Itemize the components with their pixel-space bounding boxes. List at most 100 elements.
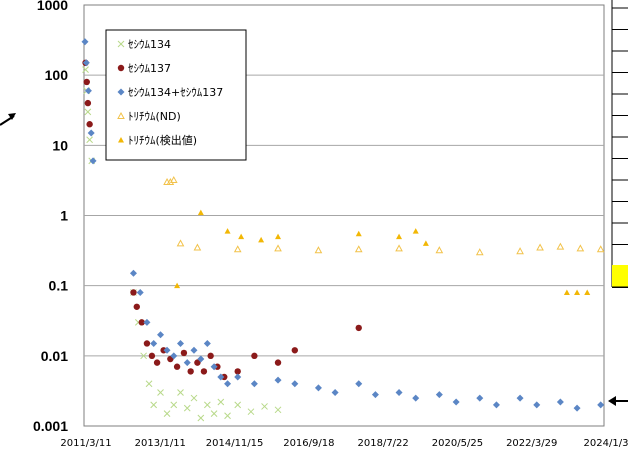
point-x [82,66,89,73]
point-circle [130,289,137,296]
y-tick-label: 0.1 [49,278,69,294]
data-points [81,38,605,422]
x-axis-tick-labels: 2011/3/11 2013/1/11 2014/11/15 2016/9/18 201… [60,438,628,449]
legend-label: ﾄﾘﾁｳﾑ(検出値) [128,133,197,147]
highlighted-row [612,265,628,287]
y-tick-label: 1000 [37,0,68,13]
point-triangle [174,282,181,289]
point-x [84,108,92,116]
point-x [261,403,268,410]
point-diamond [177,339,185,347]
point-circle [274,359,282,366]
legend-label: ﾄﾘﾁｳﾑ(ND) [128,110,181,123]
point-triangle-open [354,245,363,253]
point-triangle-open [475,248,484,256]
point-triangle-open [176,239,185,247]
point-triangle-open [169,176,178,184]
point-circle [234,368,241,375]
point-diamond [395,389,403,397]
point-triangle-open [556,242,565,250]
point-x [224,412,231,420]
point-diamond [157,331,165,339]
point-diamond [476,394,484,402]
point-diamond [492,401,500,409]
x-tick-label: 2016/9/18 [283,438,334,449]
point-x [274,406,282,414]
point-x [177,389,184,396]
point-diamond [150,339,158,347]
point-circle [133,303,140,310]
legend-marker [117,40,125,48]
point-triangle [412,228,419,234]
point-x [163,410,171,417]
point-x [140,352,147,360]
point-diamond [190,346,198,354]
point-diamond [136,288,144,296]
point-triangle-open [596,245,605,253]
y-tick-label: 100 [45,67,69,83]
x-tick-label: 2022/3/29 [506,438,557,449]
point-triangle [238,233,245,240]
point-triangle [224,228,231,234]
point-diamond [224,380,232,388]
point-diamond [573,404,581,412]
point-circle [83,78,90,86]
point-triangle [563,289,570,295]
point-x [197,414,205,422]
point-circle [291,347,299,354]
point-diamond [217,373,225,381]
point-diamond [250,380,258,388]
x-tick-label: 2013/1/11 [135,438,186,449]
point-triangle-open [435,246,444,254]
point-diamond [170,352,178,360]
point-triangle [574,289,581,295]
point-triangle [258,236,265,243]
point-diamond [163,346,171,354]
point-x [183,404,191,412]
point-circle [200,368,208,375]
y-tick-label: 10 [52,137,68,153]
point-triangle-open [233,245,242,253]
point-diamond [210,363,218,371]
point-triangle [422,240,429,246]
legend-marker [117,88,125,96]
point-x [203,401,211,409]
x-tick-label: 2020/5/25 [432,438,483,449]
point-x [170,401,178,409]
point-diamond [371,391,379,399]
point-diamond [274,376,282,384]
legend-marker [118,137,124,143]
legend: ｾｼｳﾑ134 ｾｼｳﾑ137 ｾｼｳﾑ134+ｾｼｳﾑ137 ﾄﾘﾁｳﾑ(ND) ﾄﾘ… [105,29,247,161]
point-x [150,401,158,409]
point-diamond [82,59,90,67]
point-diamond [597,401,605,409]
point-diamond [314,384,322,392]
legend-label: ｾｼｳﾑ134 [128,38,171,51]
point-diamond [291,380,299,388]
point-circle [138,319,145,326]
point-diamond [435,391,443,399]
point-circle [153,359,161,366]
right-arrow [608,396,628,406]
point-diamond [84,87,92,95]
point-triangle-open [314,246,323,254]
legend-label: ｾｼｳﾑ137 [128,62,171,75]
point-triangle [355,230,362,237]
point-circle [84,99,92,107]
point-diamond [234,373,242,381]
y-tick-label: 0.001 [33,418,68,434]
legend-marker [117,111,125,119]
point-circle [143,340,151,347]
legend-box [105,29,247,161]
point-circle [251,352,258,360]
x-tick-label: 2011/3/11 [60,438,111,449]
point-diamond [412,394,420,402]
point-circle [194,359,201,366]
left-arrow [0,113,16,126]
point-circle [173,363,181,370]
legend-marker [117,64,125,72]
point-circle [207,352,214,360]
y-axis-tick-labels: 1000 100 10 1 0.1 0.01 0.001 [33,0,68,434]
point-diamond [143,318,151,326]
